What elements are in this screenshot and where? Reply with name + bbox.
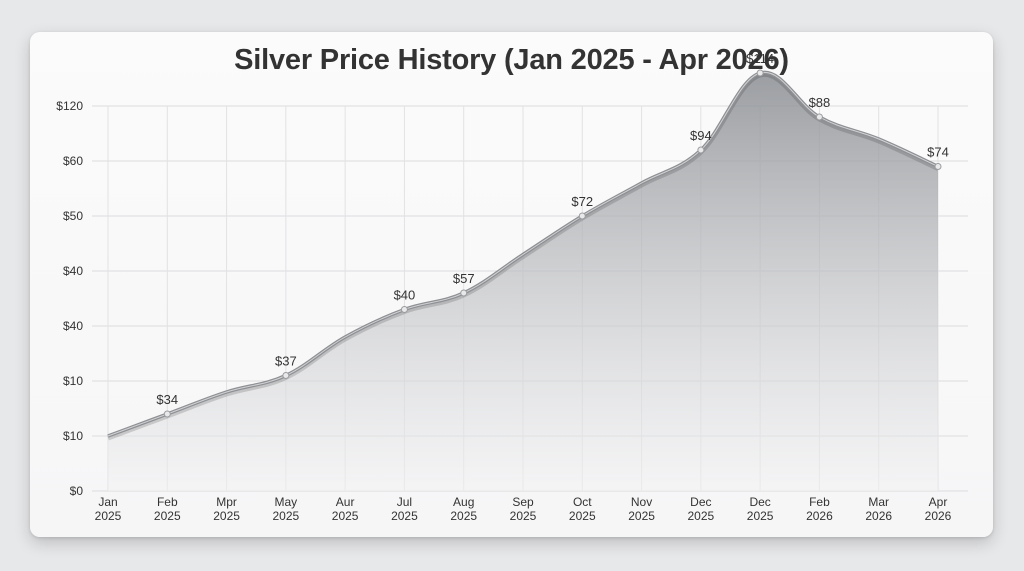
x-tick-month: May bbox=[275, 495, 298, 509]
x-axis-ticks: Jan2025Feb2025Mpr2025May2025Aur2025Jul20… bbox=[95, 495, 952, 523]
x-tick-year: 2025 bbox=[154, 509, 181, 523]
series-area bbox=[108, 72, 938, 491]
y-tick-label: $0 bbox=[70, 484, 84, 498]
data-label: $114 bbox=[746, 51, 774, 66]
x-tick-month: Dec bbox=[749, 495, 770, 509]
x-tick-month: Feb bbox=[809, 495, 830, 509]
chart-title: Silver Price History (Jan 2025 - Apr 202… bbox=[234, 44, 789, 76]
y-tick-label: $10 bbox=[63, 429, 83, 443]
y-tick-label: $60 bbox=[63, 154, 83, 168]
y-axis-ticks: $0 $10 $10 $40 $40 $50 $60 $120 bbox=[56, 99, 83, 498]
data-label: $94 bbox=[690, 128, 712, 143]
x-tick-year: 2025 bbox=[213, 509, 240, 523]
y-tick-label: $120 bbox=[56, 99, 83, 113]
line-layer bbox=[107, 70, 940, 441]
y-tick-label: $50 bbox=[63, 209, 83, 223]
data-label: $40 bbox=[394, 288, 416, 303]
x-tick-year: 2025 bbox=[391, 509, 418, 523]
x-tick-month: Sep bbox=[512, 495, 534, 509]
data-label: $37 bbox=[275, 354, 297, 369]
x-tick-year: 2025 bbox=[569, 509, 596, 523]
x-tick-year: 2025 bbox=[332, 509, 359, 523]
x-tick-year: 2025 bbox=[510, 509, 537, 523]
data-label: $34 bbox=[156, 392, 178, 407]
x-tick-month: Mar bbox=[868, 495, 889, 509]
x-tick-year: 2025 bbox=[95, 509, 122, 523]
area-layer bbox=[108, 72, 938, 491]
data-point bbox=[756, 69, 764, 77]
data-label: $88 bbox=[809, 95, 831, 110]
data-point bbox=[934, 163, 942, 170]
y-tick-label: $10 bbox=[63, 374, 83, 388]
x-tick-month: Feb bbox=[157, 495, 178, 509]
x-tick-year: 2025 bbox=[747, 509, 774, 523]
x-tick-month: Oct bbox=[573, 495, 592, 509]
x-tick-year: 2025 bbox=[450, 509, 477, 523]
x-tick-month: Jul bbox=[397, 495, 412, 509]
x-tick-month: Nov bbox=[631, 495, 652, 509]
data-labels: $34 $37 $40 $57 $72 $94 $114 $88 $74 bbox=[156, 51, 949, 418]
x-tick-year: 2025 bbox=[628, 509, 655, 523]
x-tick-year: 2025 bbox=[688, 509, 715, 523]
data-point bbox=[460, 289, 468, 297]
data-point bbox=[163, 410, 171, 418]
y-tick-label: $40 bbox=[63, 264, 83, 278]
x-tick-month: Jan bbox=[98, 495, 117, 509]
data-point bbox=[400, 306, 408, 313]
x-tick-year: 2025 bbox=[273, 509, 300, 523]
series-line-highlight bbox=[107, 71, 939, 437]
x-tick-year: 2026 bbox=[865, 509, 892, 523]
x-tick-month: Mpr bbox=[216, 495, 237, 509]
x-tick-month: Apr bbox=[929, 495, 948, 509]
data-point bbox=[697, 146, 705, 154]
x-tick-month: Dec bbox=[690, 495, 711, 509]
x-tick-year: 2026 bbox=[925, 509, 952, 523]
x-tick-month: Aug bbox=[453, 495, 474, 509]
data-label: $57 bbox=[453, 271, 475, 286]
data-label: $72 bbox=[571, 194, 593, 209]
x-tick-month: Aur bbox=[336, 495, 355, 509]
data-label: $74 bbox=[927, 145, 949, 160]
x-tick-year: 2026 bbox=[806, 509, 833, 523]
data-point bbox=[815, 113, 823, 121]
data-point bbox=[282, 372, 290, 379]
y-tick-label: $40 bbox=[63, 319, 83, 333]
data-point bbox=[578, 212, 586, 220]
